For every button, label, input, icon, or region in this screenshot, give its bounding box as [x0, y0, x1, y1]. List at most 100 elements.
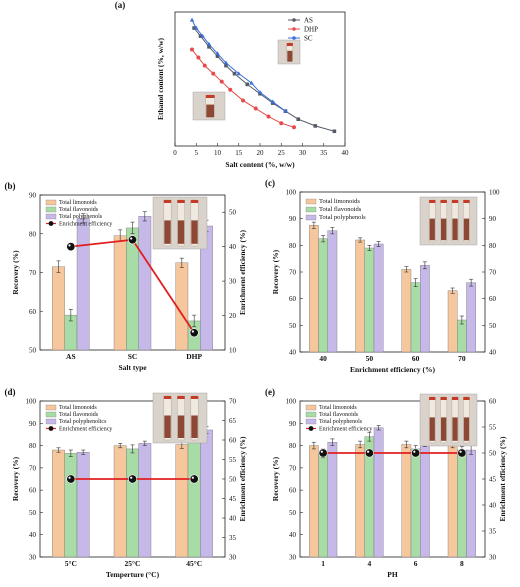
efficiency-point-highlight-d: [130, 476, 133, 479]
y-tick-label-d: 50: [29, 509, 37, 517]
bar-d-s0: [175, 444, 189, 558]
data-point-sc: [200, 33, 205, 38]
data-point-dhp: [228, 87, 233, 92]
data-point-dhp: [253, 106, 258, 111]
x-tick-label-c: 50: [366, 354, 374, 363]
bar-c-s0: [447, 290, 458, 353]
x-tick-label-e: 4: [368, 559, 372, 568]
y-tick-label-c: 100: [286, 189, 297, 197]
vial-extract: [429, 417, 435, 441]
legend-swatch-c-s0: [305, 198, 317, 205]
bar-e-s2: [373, 427, 384, 558]
data-point-sc: [270, 99, 275, 104]
bar-c-s1: [410, 282, 421, 353]
bar-b-s2: [138, 216, 152, 351]
y2-tick-label-b: 50: [229, 209, 237, 217]
vial-label: [163, 396, 172, 399]
vial-extract: [463, 218, 470, 241]
data-point-sc: [215, 51, 220, 56]
bar-e-s0: [447, 444, 458, 558]
y-tick-label-c: 90: [289, 215, 297, 223]
photo-inset-c: [419, 196, 478, 246]
x-tick-label-e: 1: [321, 559, 325, 568]
x-tick-label-e: 6: [414, 559, 418, 568]
bar-d-s1: [187, 435, 201, 558]
y2-axis-label-d: Enrichment efficiency (%): [238, 436, 247, 521]
x-tick-label-a: 20: [257, 149, 265, 157]
x-axis-label-c: Enrichment efficiency (%): [350, 365, 435, 374]
efficiency-point-e: [411, 448, 421, 458]
data-point-dhp: [241, 98, 245, 103]
vial-extract: [164, 415, 171, 438]
legend-label-efficiency-d: Enrichment efficiency: [59, 426, 112, 433]
y2-tick-label-e: 50: [489, 450, 497, 458]
y-tick-label-b: 50: [29, 347, 37, 355]
legend-swatch-b-s0: [45, 199, 57, 206]
vial-label: [440, 200, 447, 203]
bar-c-s0: [309, 225, 319, 353]
legend-swatch-e-s2: [305, 418, 317, 425]
legend-marker-efficiency-b: [48, 221, 54, 226]
efficiency-point-highlight-d: [191, 476, 194, 479]
y2-tick-label-c: 40: [489, 349, 497, 357]
y-tick-label-b: 60: [29, 308, 37, 316]
y-tick-label-c: 70: [289, 269, 297, 277]
x-tick-label-b: SC: [128, 352, 138, 361]
y-tick-label-e: 70: [289, 464, 297, 472]
legend-label-c-s1: Total flavonoids: [319, 206, 362, 213]
y-axis-label-d: Recovery (%): [11, 456, 20, 501]
y-tick-label-e: 80: [289, 442, 297, 450]
legend-label-d-s2: Total polyphenolics: [59, 419, 107, 425]
data-point-dhp: [292, 125, 296, 130]
y2-tick-label-e: 40: [489, 502, 497, 510]
y2-tick-label-e: 35: [489, 528, 497, 536]
efficiency-point-highlight-e: [366, 450, 370, 453]
y2-tick-label-b: 20: [229, 312, 237, 320]
bar-b-s0: [113, 235, 127, 351]
x-tick-label-a: 35: [320, 149, 328, 157]
panel-label-a: (a): [115, 0, 126, 10]
y-tick-label-b: 80: [29, 230, 37, 238]
bar-e-s2: [466, 449, 476, 558]
y-tick-label-e: 30: [289, 554, 297, 562]
x-tick-label-a: 15: [235, 149, 243, 157]
data-point-sc: [194, 25, 199, 30]
y-tick-label-e: 60: [289, 487, 297, 495]
bar-d-s1: [126, 448, 139, 558]
legend-marker-dhp: [292, 27, 296, 31]
y-tick-label-e: 90: [289, 420, 297, 428]
legend-swatch-d-s0: [45, 404, 57, 411]
photo-inset-d: [152, 392, 208, 444]
y2-tick-label-d: 40: [229, 515, 237, 523]
photo-inset-a2: [192, 91, 226, 121]
vial-label: [190, 396, 199, 399]
bar-b-s0: [52, 266, 65, 351]
legend-swatch-d-s2: [45, 418, 57, 425]
efficiency-point-highlight-b: [130, 237, 133, 240]
vial-extract: [452, 218, 458, 241]
y-tick-label-c: 80: [289, 242, 297, 250]
data-point-dhp: [202, 63, 207, 68]
y2-tick-label-d: 70: [229, 398, 237, 406]
y2-tick-label-d: 45: [229, 495, 237, 503]
y2-tick-label-b: 10: [229, 347, 237, 355]
y2-tick-label-d: 50: [229, 476, 237, 484]
legend-swatch-e-s0: [305, 404, 317, 411]
bar-d-s1: [64, 453, 78, 558]
x-tick-label-d: 25°C: [125, 559, 141, 568]
legend-marker-as: [292, 18, 296, 22]
vial-label: [463, 397, 470, 400]
efficiency-point-highlight-b: [191, 330, 194, 333]
vial-label: [177, 396, 185, 399]
legend-label-d-s1: Total flavonoids: [59, 411, 99, 418]
vial-label: [205, 95, 215, 98]
y2-axis-label-e: Enrichment efficiency (%): [498, 436, 507, 521]
legend-label-as: AS: [304, 17, 313, 25]
y-tick-label-e: 40: [289, 531, 297, 539]
legend-swatch-d-s1: [45, 411, 57, 418]
vial-extract: [441, 417, 447, 441]
data-point-sc: [189, 17, 195, 22]
vial-extract: [177, 415, 185, 438]
data-point-sc: [283, 108, 288, 113]
y2-tick-label-c: 50: [489, 322, 497, 330]
